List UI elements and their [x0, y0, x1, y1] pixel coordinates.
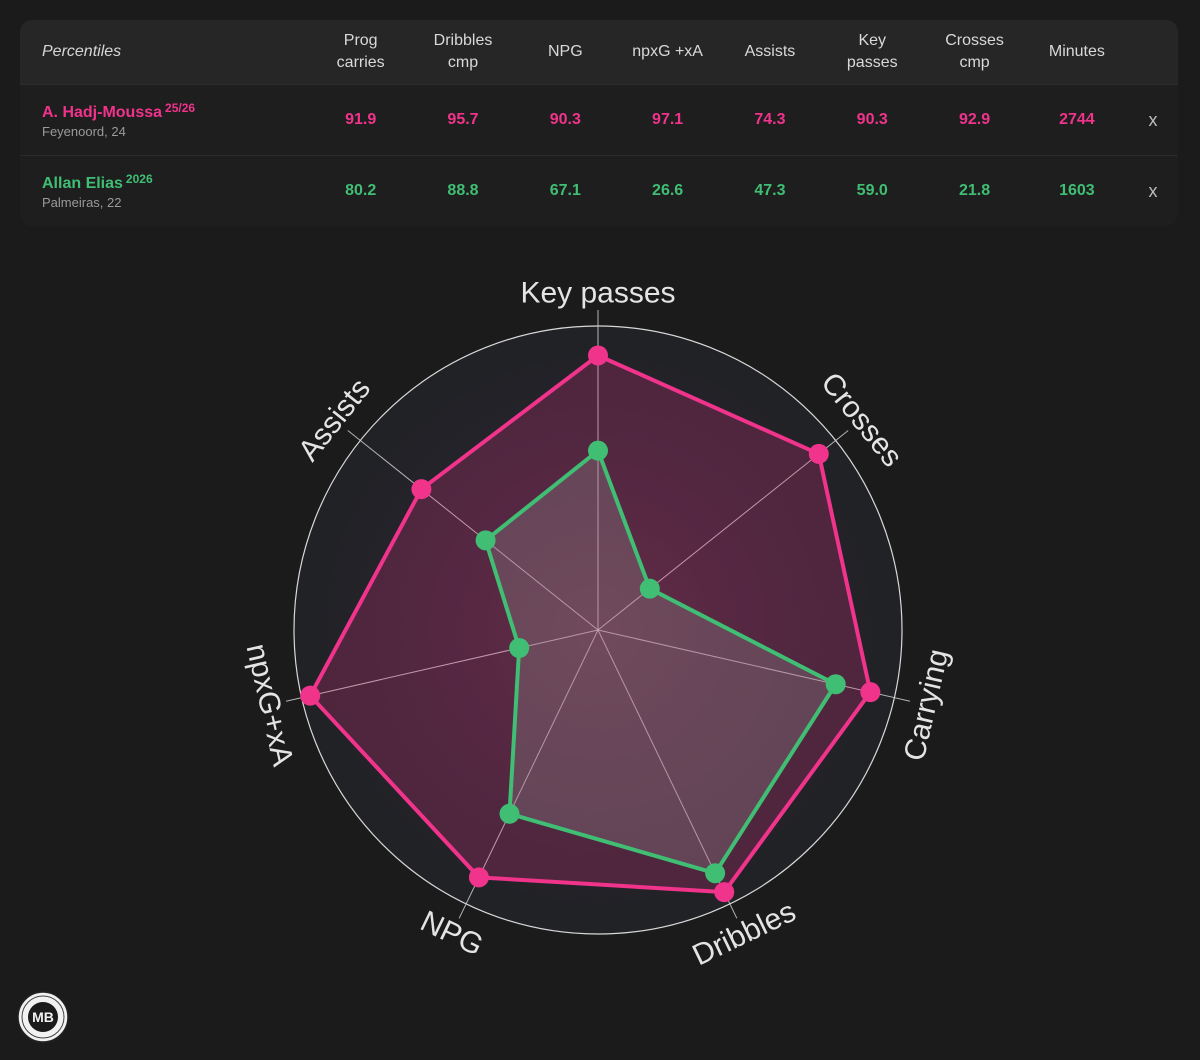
radar-spoke [597, 430, 849, 631]
player-info: A. Hadj-Moussa 25/26 Feyenoord, 24 [20, 101, 310, 139]
value-minutes: 1603 [1059, 182, 1095, 199]
radar-point-series-2 [509, 637, 530, 658]
radar-axis-label: Carrying [898, 646, 955, 764]
col-assists-l1: Assists [744, 43, 796, 60]
value-crosses-cmp: 92.9 [958, 111, 991, 128]
radar-point-series-1 [411, 479, 432, 500]
value-key-passes: 59.0 [856, 182, 888, 199]
col-dribbles-cmp-l1: Dribbles [433, 32, 493, 49]
radar-series-1-area [308, 353, 873, 895]
value-dribbles-cmp: 88.8 [447, 182, 479, 199]
col-key-passes-l2: passes [846, 54, 898, 71]
remove-player-button[interactable]: x [1148, 180, 1158, 201]
col-prog-carries-l2: carries [336, 54, 385, 71]
col-npg: NPG [514, 41, 616, 63]
radar-point-series-1 [714, 882, 735, 903]
value-npg: 90.3 [549, 111, 581, 128]
radar-point-series-2 [639, 578, 660, 599]
mb-logo-icon: MB [17, 991, 69, 1043]
value-crosses-cmp: 21.8 [958, 182, 991, 199]
radar-point-series-2 [825, 674, 846, 695]
radar-point-series-1 [300, 685, 321, 706]
value-npxg-xa: 26.6 [652, 182, 684, 199]
value-prog-carries: 80.2 [345, 182, 377, 199]
table-row: Allan Elias 2026 Palmeiras, 22 80.2 88.8 … [20, 156, 1178, 226]
player-season: 2026 [125, 172, 153, 186]
value-key-passes: 90.3 [856, 111, 888, 128]
radar-point-series-2 [475, 530, 496, 551]
table-header: Percentiles Prog carries Dribbles cmp NPG … [20, 20, 1178, 85]
col-dribbles-cmp: Dribbles cmp [412, 30, 514, 74]
player-info: Allan Elias 2026 Palmeiras, 22 [20, 172, 310, 210]
col-crosses-cmp-l2: cmp [959, 54, 990, 71]
radar-spoke [347, 430, 599, 631]
col-npg-l1: NPG [547, 43, 583, 60]
radar-point-series-1 [808, 443, 829, 464]
col-key-passes: Key passes [821, 30, 923, 74]
col-minutes: Minutes [1026, 41, 1128, 63]
player-season: 25/26 [165, 101, 196, 115]
percentiles-label: Percentiles [42, 43, 122, 60]
value-npxg-xa: 97.1 [652, 111, 684, 128]
value-assists: 47.3 [754, 182, 786, 199]
radar-point-series-2 [588, 440, 608, 461]
remove-player-button[interactable]: x [1148, 109, 1158, 130]
radar-point-series-2 [499, 803, 520, 824]
radar-point-series-1 [468, 867, 489, 888]
player-club: Palmeiras, 22 [42, 195, 122, 210]
logo-text: MB [32, 1009, 54, 1025]
value-dribbles-cmp: 95.7 [447, 111, 479, 128]
col-npxg-xa-l1: npxG +xA [632, 43, 703, 60]
radar-axis-label: Key passes [520, 277, 675, 310]
radar-point-series-1 [860, 682, 881, 703]
col-key-passes-l1: Key [858, 32, 887, 49]
col-dribbles-cmp-l2: cmp [447, 54, 479, 71]
radar-point-series-1 [588, 345, 608, 366]
player-name[interactable]: Allan Elias [42, 175, 123, 192]
value-minutes: 2744 [1059, 111, 1095, 128]
radar-axis-label: npxG+xA [240, 641, 300, 769]
header-label-cell: Percentiles [20, 43, 310, 61]
col-npxg-xa: npxG +xA [616, 41, 718, 63]
col-crosses-cmp: Crosses cmp [923, 30, 1025, 74]
value-assists: 74.3 [754, 111, 786, 128]
col-minutes-l1: Minutes [1048, 43, 1105, 60]
col-crosses-cmp-l1: Crosses [945, 32, 1004, 49]
value-npg: 67.1 [549, 182, 581, 199]
radar-point-series-2 [705, 863, 726, 884]
table-row: A. Hadj-Moussa 25/26 Feyenoord, 24 91.9 9… [20, 85, 1178, 156]
comparison-table: Percentiles Prog carries Dribbles cmp NPG … [20, 20, 1178, 226]
col-assists: Assists [719, 41, 821, 63]
value-prog-carries: 91.9 [345, 111, 377, 128]
radar-spoke [597, 629, 911, 702]
radar-series-2-area [483, 448, 838, 876]
player-club: Feyenoord, 24 [42, 124, 126, 139]
player-name[interactable]: A. Hadj-Moussa [42, 104, 163, 121]
col-prog-carries: Prog carries [310, 30, 412, 74]
radar-spoke [285, 629, 599, 702]
radar-axis-label: NPG [415, 905, 488, 963]
col-prog-carries-l1: Prog [343, 32, 378, 49]
